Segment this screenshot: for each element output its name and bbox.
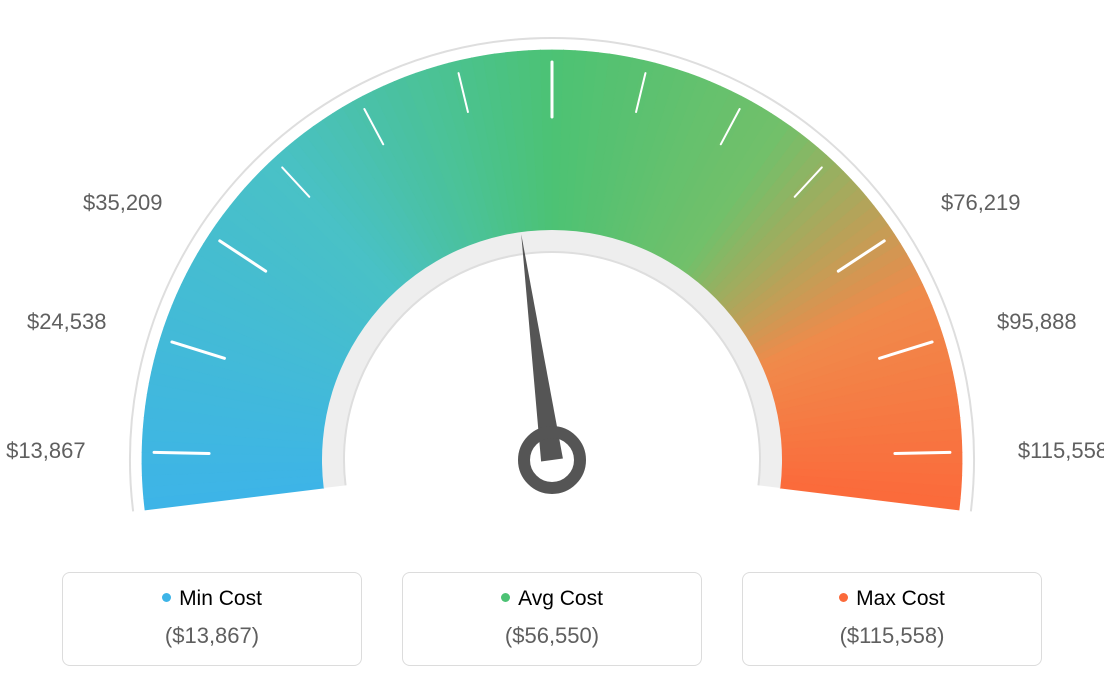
- gauge-tick-label: $95,888: [997, 309, 1077, 335]
- legend-card-min: Min Cost ($13,867): [62, 572, 362, 666]
- legend-label-avg: Avg Cost: [518, 587, 603, 610]
- legend-title-max: Max Cost: [743, 587, 1041, 611]
- legend-value-avg: ($56,550): [403, 623, 701, 649]
- gauge-tick-label: $35,209: [83, 190, 163, 216]
- legend-title-avg: Avg Cost: [403, 587, 701, 611]
- gauge-area: $13,867$24,538$35,209$56,550$76,219$95,8…: [0, 0, 1104, 560]
- dot-icon: [162, 593, 171, 602]
- legend-card-avg: Avg Cost ($56,550): [402, 572, 702, 666]
- gauge-tick-label: $13,867: [6, 438, 86, 464]
- dot-icon: [839, 593, 848, 602]
- legend-card-max: Max Cost ($115,558): [742, 572, 1042, 666]
- legend-row: Min Cost ($13,867) Avg Cost ($56,550) Ma…: [0, 572, 1104, 666]
- legend-label-max: Max Cost: [856, 587, 945, 610]
- gauge-tick-label: $115,558: [1018, 438, 1104, 464]
- gauge-tick-label: $24,538: [27, 309, 107, 335]
- legend-value-min: ($13,867): [63, 623, 361, 649]
- cost-gauge-chart: $13,867$24,538$35,209$56,550$76,219$95,8…: [0, 0, 1104, 690]
- legend-label-min: Min Cost: [179, 587, 262, 610]
- gauge-svg: [0, 0, 1104, 560]
- gauge-tick-label: $76,219: [941, 190, 1021, 216]
- dot-icon: [501, 593, 510, 602]
- legend-title-min: Min Cost: [63, 587, 361, 611]
- legend-value-max: ($115,558): [743, 623, 1041, 649]
